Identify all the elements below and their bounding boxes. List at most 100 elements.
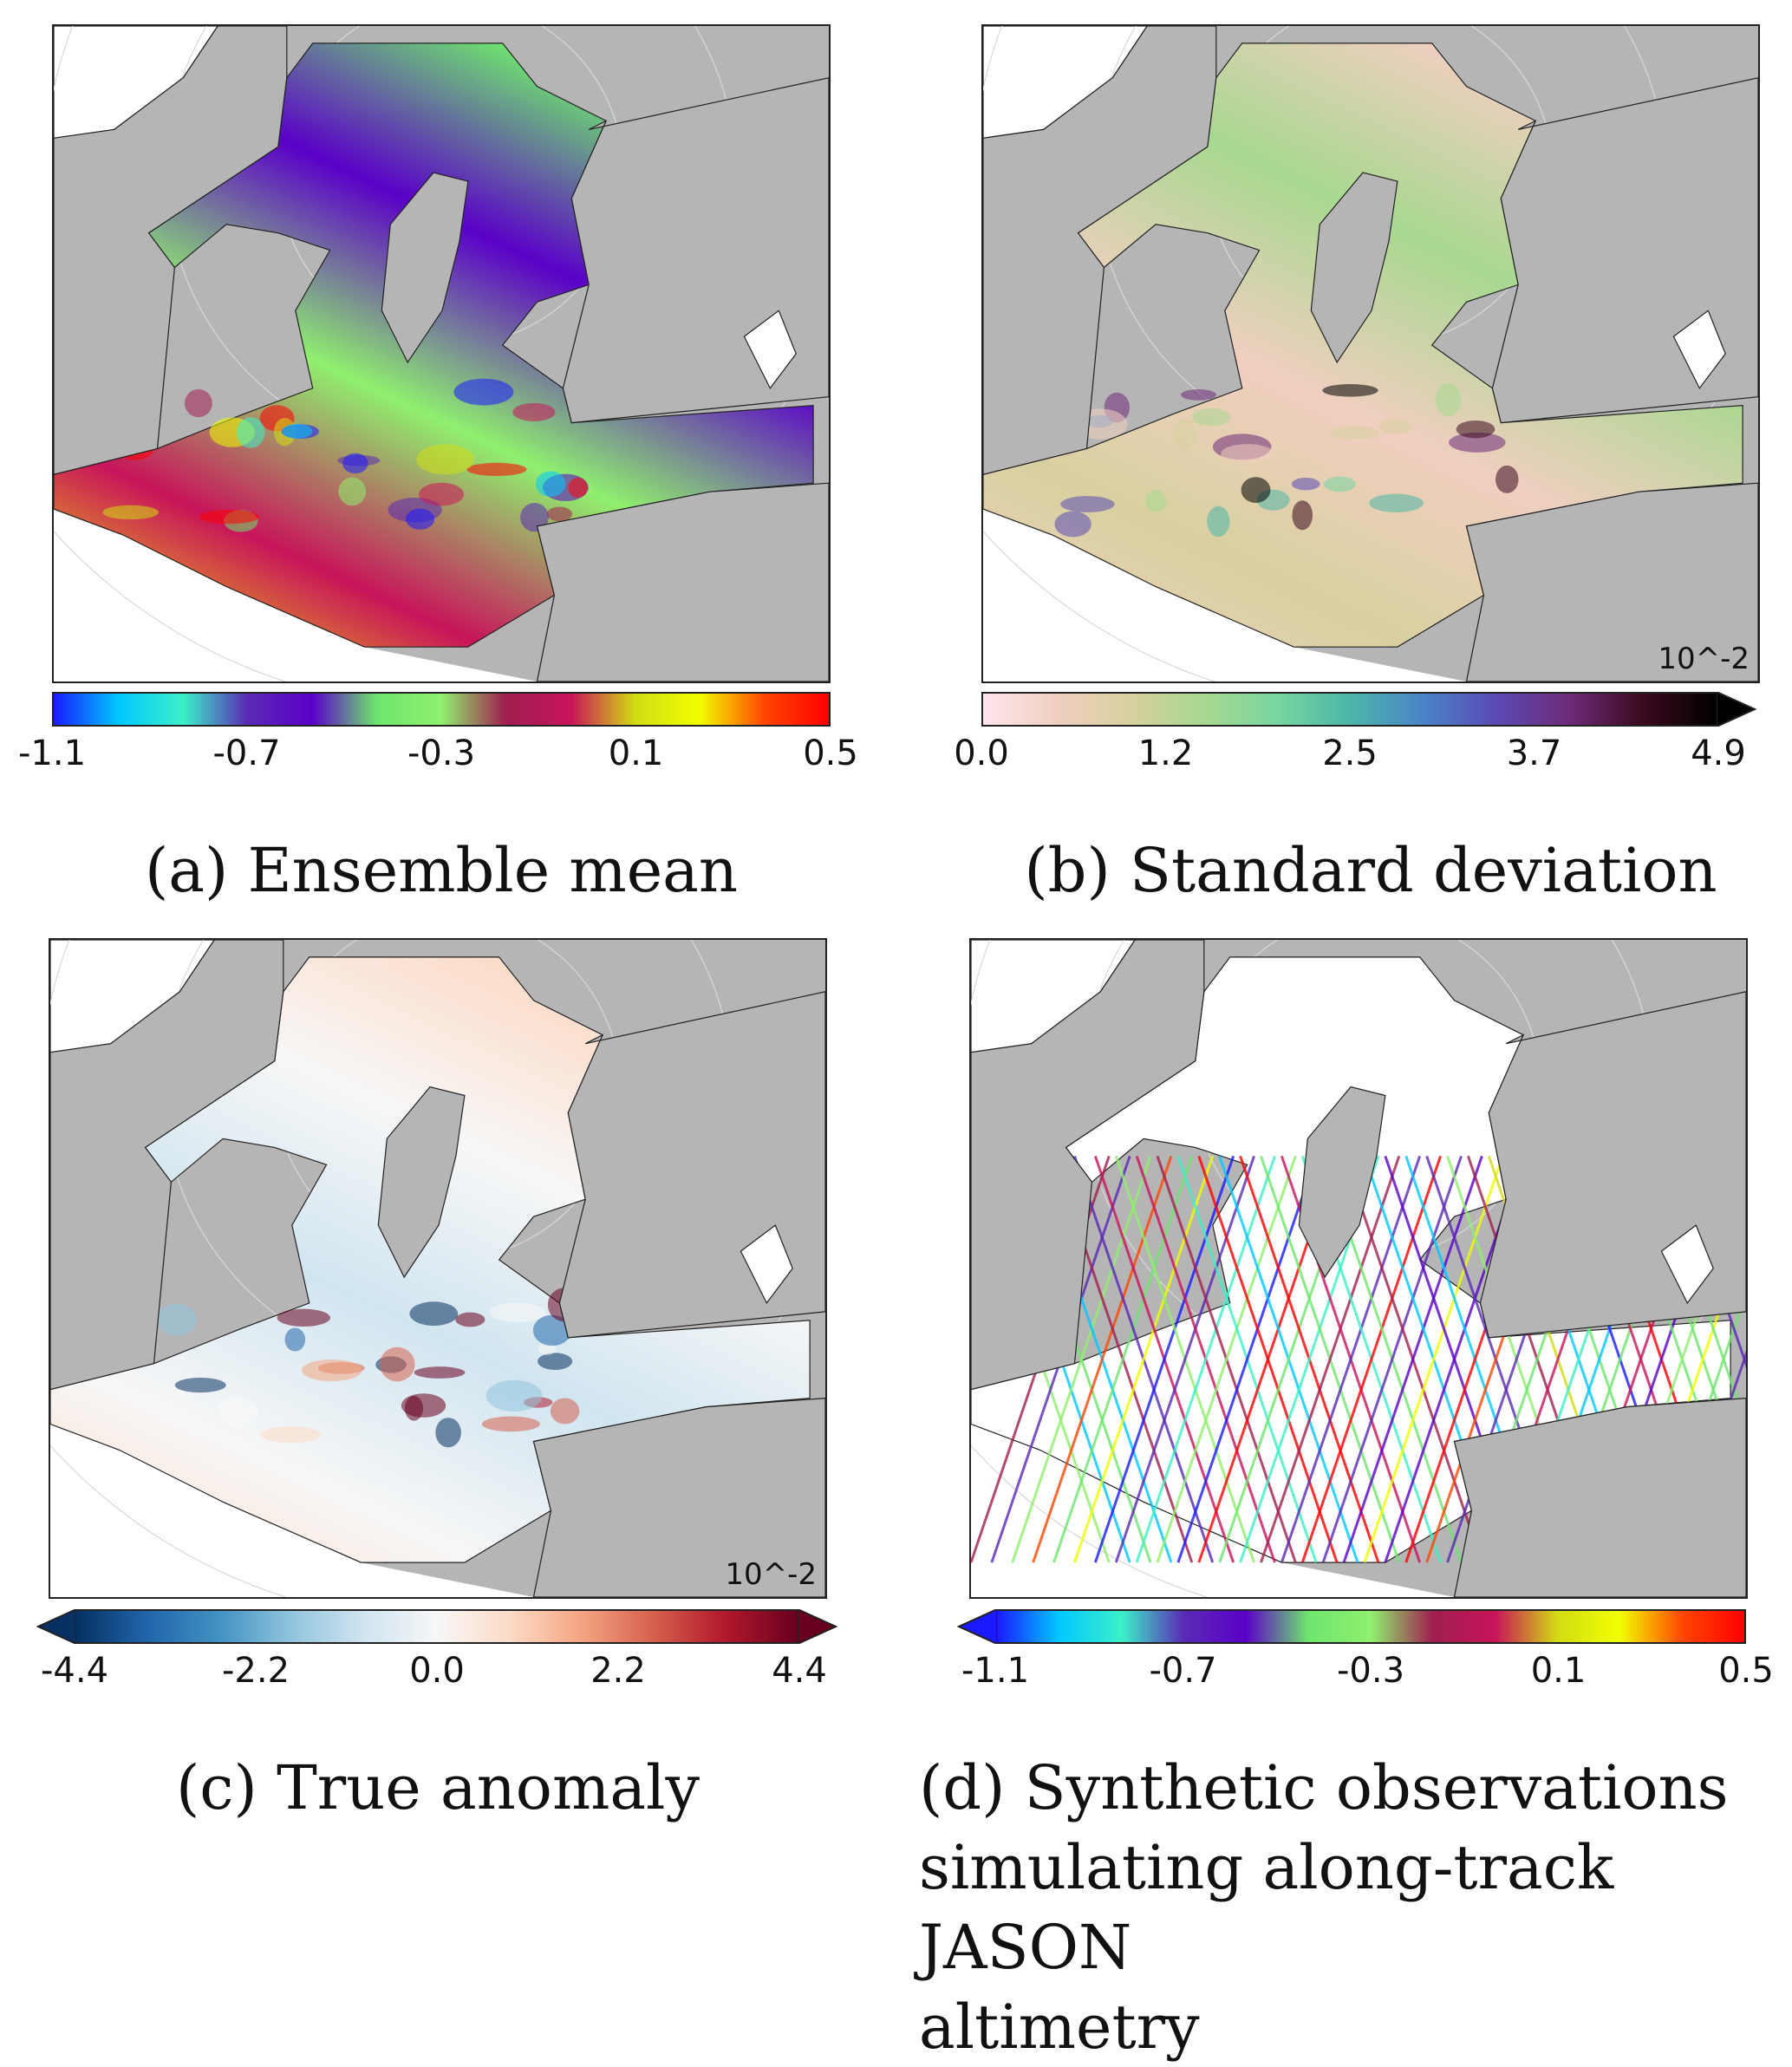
track <box>1363 1155 1504 1563</box>
track <box>1114 1155 1255 1563</box>
ocean-white-fan <box>971 1424 1455 1597</box>
eddy <box>1292 500 1313 531</box>
ocean-white-fan <box>983 509 1467 681</box>
land-africa <box>1453 1397 1746 1597</box>
colorbar-extension-right <box>1717 692 1756 727</box>
colorbar-tick-label: 0.5 <box>1718 1651 1774 1691</box>
ocean-white-fan <box>50 1424 534 1597</box>
colorbar-true-anomaly <box>75 1609 799 1644</box>
eddy <box>284 1327 306 1352</box>
eddy <box>156 1303 198 1336</box>
eddy <box>453 378 514 406</box>
land-north-america <box>971 940 1205 1391</box>
eddy <box>568 477 588 499</box>
track <box>1342 1155 1483 1563</box>
eddy <box>342 453 368 474</box>
eddy <box>217 1395 258 1428</box>
eddy <box>455 1312 485 1327</box>
colorbar-tick-label: 0.0 <box>409 1651 465 1691</box>
track <box>1011 1155 1152 1563</box>
ocean-white-fan <box>54 509 538 681</box>
eddy <box>1435 382 1461 417</box>
track <box>1032 1155 1173 1563</box>
ocean-region <box>54 42 814 648</box>
eddy <box>199 509 259 525</box>
eddy <box>1329 426 1380 440</box>
scale-note-c: 10^-2 <box>725 1557 817 1592</box>
colorbar-tick-label: -0.3 <box>1336 1651 1405 1691</box>
colorbar-tick-label: -2.2 <box>221 1651 290 1691</box>
eddy <box>301 1359 362 1382</box>
eddy <box>379 1346 415 1382</box>
map-standard-deviation: 10^-2 <box>981 24 1760 683</box>
eddy <box>405 508 435 530</box>
land-north-america <box>54 26 288 475</box>
colorbar-ensemble-mean <box>52 692 831 727</box>
eddy <box>512 402 556 421</box>
map-canvas <box>983 26 1758 681</box>
eddy <box>1144 490 1167 512</box>
colorbar-tick-label: -1.1 <box>961 1651 1030 1691</box>
caption-d-line-3: altimetry <box>919 1992 1200 2063</box>
eddy <box>546 506 573 522</box>
eddy <box>401 1393 446 1418</box>
land-white-patch <box>1672 310 1726 389</box>
caption-d-line-1: (d) Synthetic observations <box>919 1752 1729 1823</box>
track <box>1052 1155 1194 1563</box>
colorbar-tick-label: -4.4 <box>40 1651 109 1691</box>
eddy <box>1221 444 1274 464</box>
eddy <box>1291 477 1320 491</box>
eddy <box>550 1398 580 1425</box>
eddy <box>538 1353 573 1370</box>
track <box>1156 1155 1297 1563</box>
colorbar-tick-label: 2.5 <box>1322 734 1378 773</box>
land-white-patch <box>740 1224 793 1305</box>
track <box>1135 1155 1276 1563</box>
eddy <box>419 482 465 506</box>
colorbar-tick-label: 4.9 <box>1691 734 1746 773</box>
eddy <box>1207 505 1230 538</box>
eddy <box>277 1308 330 1327</box>
eddy <box>409 1301 459 1327</box>
colorbar-tick-label: 0.1 <box>1530 1651 1587 1691</box>
map-canvas <box>54 26 829 681</box>
colorbar-tick-label: 3.7 <box>1506 734 1562 773</box>
land-greenland <box>377 1086 466 1279</box>
track <box>1321 1155 1463 1563</box>
eddy <box>535 471 566 498</box>
land-greenland <box>1298 1086 1386 1279</box>
track <box>1280 1155 1422 1563</box>
eddy <box>1322 384 1378 397</box>
eddy <box>1054 511 1091 538</box>
caption-c: (c) True anomaly <box>176 1752 700 1823</box>
eddy <box>435 1418 461 1448</box>
eddy <box>466 462 527 476</box>
eddy <box>1192 408 1231 427</box>
eddy <box>282 423 313 439</box>
eddy <box>538 1342 557 1355</box>
eddy <box>236 417 265 448</box>
track <box>1300 1155 1442 1563</box>
colorbar-tick-label: 0.5 <box>803 734 858 773</box>
eddy <box>489 1302 546 1322</box>
track <box>1093 1155 1235 1563</box>
caption-d: (d) Synthetic observations simulating al… <box>919 1748 1786 2067</box>
eddy <box>1323 476 1356 492</box>
land-africa <box>1465 482 1758 681</box>
land-eurasia <box>1479 991 1746 1339</box>
land-eurasia <box>562 77 829 424</box>
land-greenland <box>1310 172 1398 364</box>
colorbar-tick-label: -0.7 <box>212 734 281 773</box>
eddy <box>416 444 474 475</box>
land-north-america <box>50 940 284 1391</box>
eddy <box>1060 496 1115 512</box>
eddy <box>260 1425 322 1444</box>
colorbar-tick-label: -1.1 <box>17 734 87 773</box>
colorbar-tick-label: -0.3 <box>407 734 476 773</box>
eddy <box>532 1314 572 1346</box>
land-africa <box>536 482 829 681</box>
eddy <box>466 1331 506 1353</box>
eddy <box>1378 418 1412 434</box>
colorbar-tick-label: 1.2 <box>1137 734 1194 773</box>
eddy <box>1369 493 1424 512</box>
